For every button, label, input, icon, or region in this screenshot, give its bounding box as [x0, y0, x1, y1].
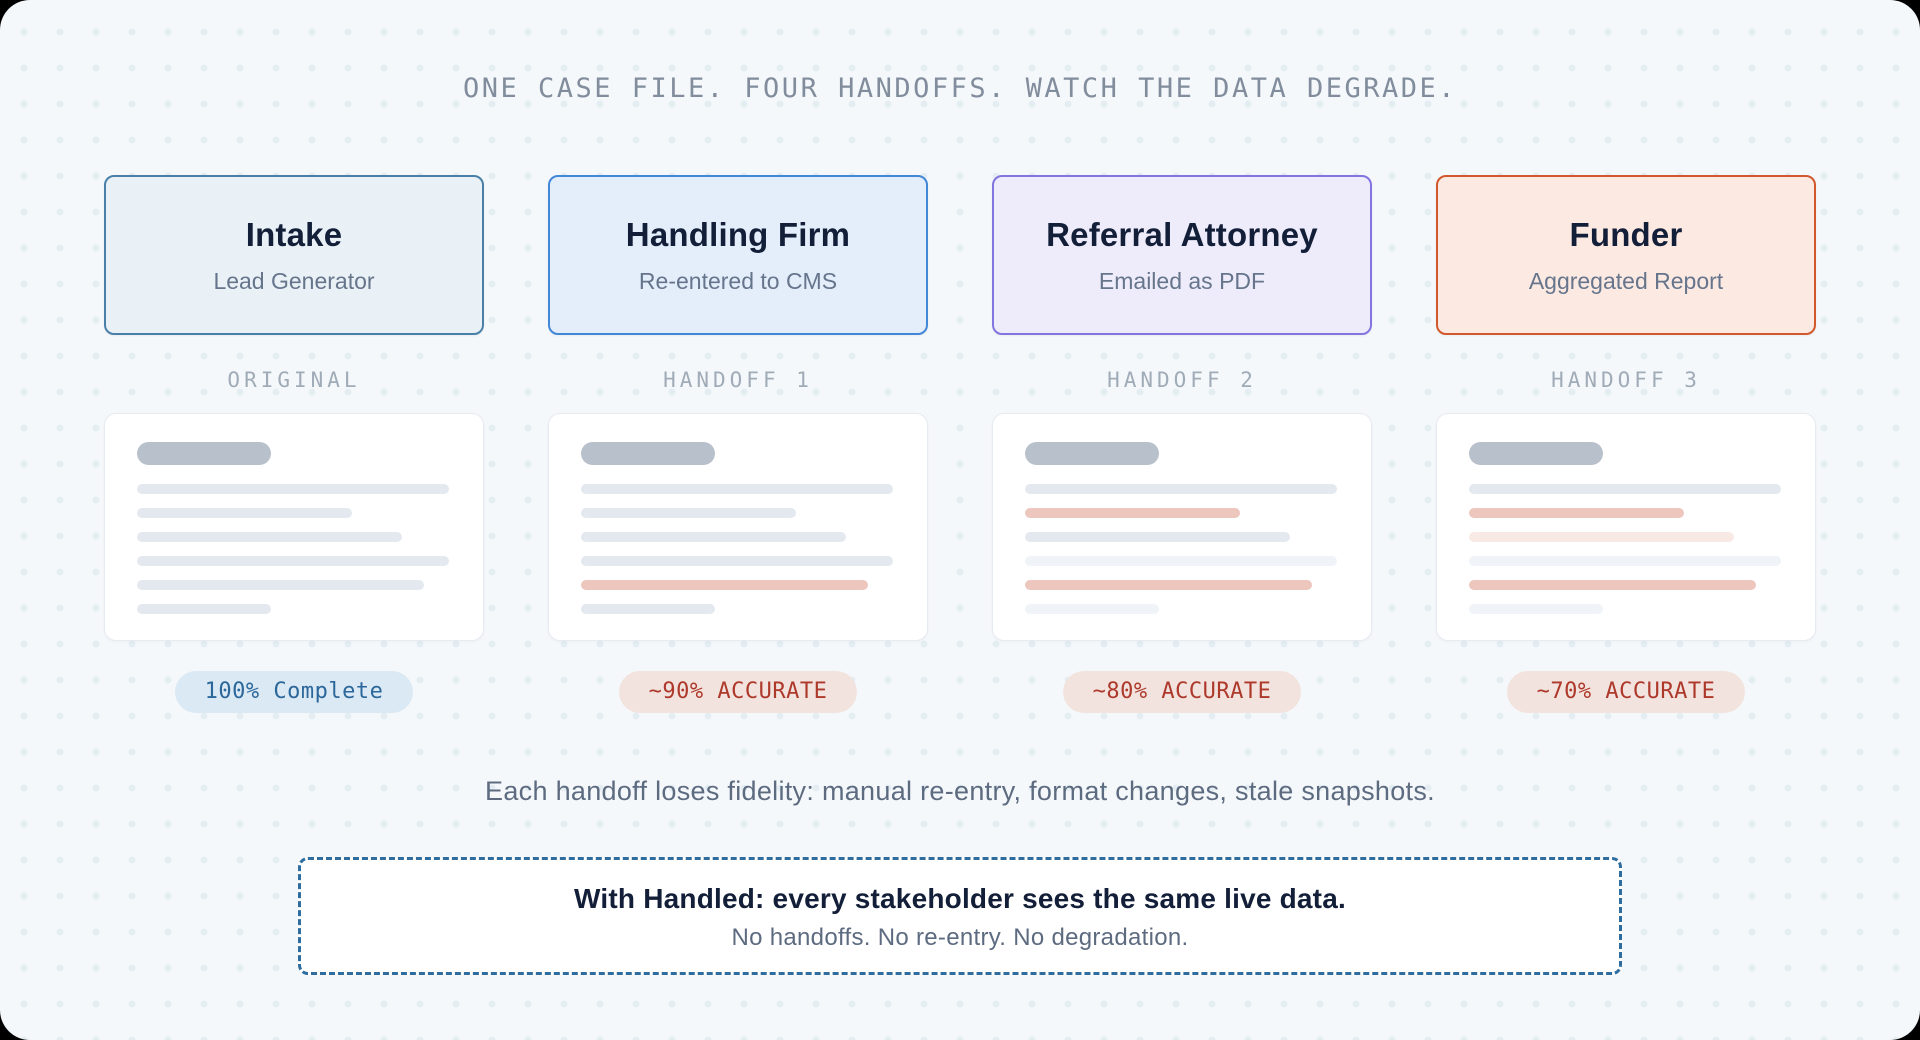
column-intake: Intake Lead Generator ORIGINAL 100% Comp…	[104, 175, 484, 713]
doc-line-gray	[581, 556, 893, 566]
stage-card-subtitle: Lead Generator	[213, 267, 375, 294]
stage-card-title: Intake	[245, 215, 343, 253]
handoff-columns: Intake Lead Generator ORIGINAL 100% Comp…	[0, 175, 1920, 713]
stage-label: HANDOFF 3	[1551, 368, 1701, 392]
status-badge: ~90% ACCURATE	[618, 671, 858, 713]
caption: Each handoff loses fidelity: manual re-e…	[485, 776, 1435, 806]
column-funder: Funder Aggregated Report HANDOFF 3 ~70% …	[1436, 175, 1816, 713]
doc-line-faded_gray	[1025, 556, 1337, 566]
doc-line-red	[1025, 508, 1241, 518]
stage-card-title: Handling Firm	[625, 215, 851, 253]
doc-line-gray	[581, 532, 847, 542]
doc-line-gray	[581, 484, 893, 494]
stage-card: Funder Aggregated Report	[1436, 175, 1816, 335]
stage-card-title: Funder	[1569, 215, 1683, 253]
stage-card-title: Referral Attorney	[1046, 215, 1318, 253]
stage-card: Handling Firm Re-entered to CMS	[548, 175, 928, 335]
status-badge: 100% Complete	[174, 671, 414, 713]
doc-line-gray	[581, 508, 797, 518]
doc-line-faded_gray	[1025, 604, 1160, 614]
doc-line-red	[1025, 580, 1313, 590]
callout-title: With Handled: every stakeholder sees the…	[574, 883, 1346, 914]
doc-title-bar	[1025, 442, 1160, 465]
doc-line-red	[1469, 508, 1685, 518]
doc-line-faded_red	[1469, 532, 1735, 542]
document-preview	[548, 413, 928, 641]
column-referral-attorney: Referral Attorney Emailed as PDF HANDOFF…	[992, 175, 1372, 713]
status-badge: ~80% ACCURATE	[1062, 671, 1302, 713]
doc-line-gray	[1025, 532, 1291, 542]
stage-card-subtitle: Re-entered to CMS	[638, 267, 838, 294]
doc-line-gray	[1025, 484, 1337, 494]
doc-line-gray	[137, 580, 425, 590]
callout-box: With Handled: every stakeholder sees the…	[298, 857, 1622, 975]
doc-title-bar	[1469, 442, 1604, 465]
doc-title-bar	[137, 442, 272, 465]
stage-card-subtitle: Aggregated Report	[1528, 267, 1724, 294]
doc-line-faded_gray	[1469, 604, 1604, 614]
stage-label: ORIGINAL	[227, 368, 361, 392]
document-preview	[104, 413, 484, 641]
document-preview	[992, 413, 1372, 641]
doc-line-gray	[137, 604, 272, 614]
doc-line-gray	[581, 604, 716, 614]
status-badge: ~70% ACCURATE	[1506, 671, 1746, 713]
doc-line-gray	[1469, 484, 1781, 494]
doc-line-red	[1469, 580, 1757, 590]
doc-line-faded_gray	[1469, 556, 1781, 566]
doc-line-gray	[137, 532, 403, 542]
document-preview	[1436, 413, 1816, 641]
column-handling-firm: Handling Firm Re-entered to CMS HANDOFF …	[548, 175, 928, 713]
stage-card: Referral Attorney Emailed as PDF	[992, 175, 1372, 335]
doc-title-bar	[581, 442, 716, 465]
doc-line-red	[581, 580, 869, 590]
stage-card: Intake Lead Generator	[104, 175, 484, 335]
callout-subtitle: No handoffs. No re-entry. No degradation…	[731, 924, 1189, 951]
stage-card-subtitle: Emailed as PDF	[1098, 267, 1266, 294]
doc-line-gray	[137, 556, 449, 566]
page-title: ONE CASE FILE. FOUR HANDOFFS. WATCH THE …	[462, 73, 1458, 104]
stage-label: HANDOFF 2	[1107, 368, 1257, 392]
doc-line-gray	[137, 484, 449, 494]
stage-label: HANDOFF 1	[663, 368, 813, 392]
doc-line-gray	[137, 508, 353, 518]
